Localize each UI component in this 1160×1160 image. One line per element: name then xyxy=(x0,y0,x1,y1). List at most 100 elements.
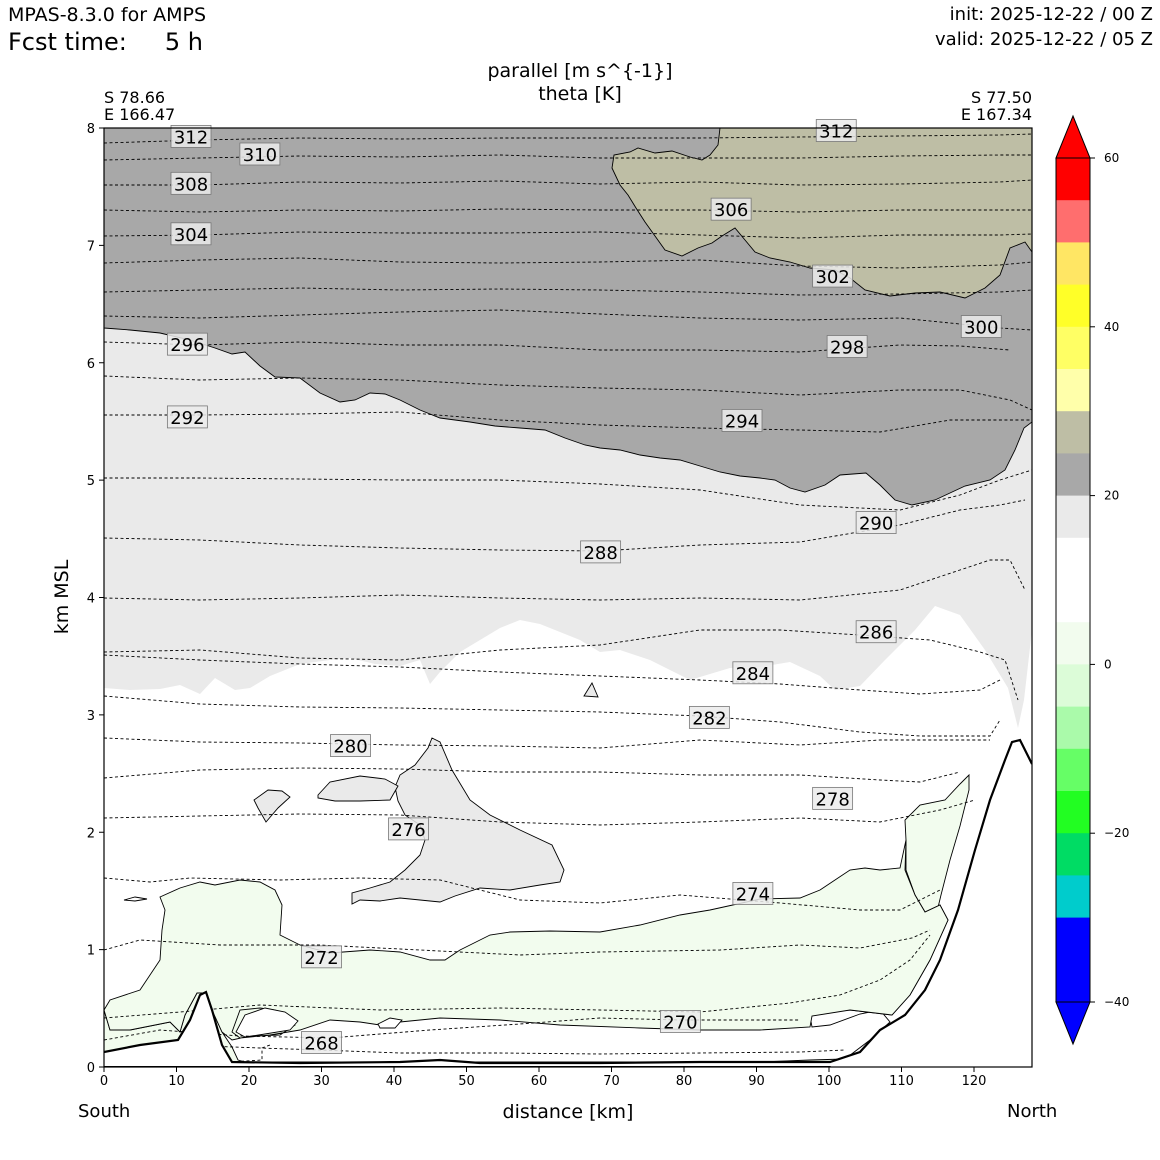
colorbar-tick-label: −40 xyxy=(1104,995,1129,1009)
colorbar-swatch xyxy=(1056,875,1090,919)
theta-label-text: 312 xyxy=(819,122,853,143)
theta-label: 272 xyxy=(301,945,342,969)
init-time: init: 2025-12-22 / 00 Z xyxy=(949,4,1153,25)
shaded-fields xyxy=(104,128,1032,1067)
chart-title-line-2: theta [K] xyxy=(538,83,622,105)
theta-label-box xyxy=(166,332,208,356)
forecast-time: Fcst time: 5 h xyxy=(8,28,203,56)
theta-label-box xyxy=(826,335,868,358)
colorbar-swatch xyxy=(1056,706,1090,750)
x-tick-label: 120 xyxy=(962,1074,987,1089)
y-tick-label: 3 xyxy=(87,709,95,724)
colorbar-swatch xyxy=(1056,664,1090,708)
y-tick-label: 5 xyxy=(87,474,95,489)
theta-label-text: 308 xyxy=(174,174,208,195)
field-grey-blob-center xyxy=(351,737,565,905)
theta-label-box xyxy=(659,1009,701,1033)
theta-label-text: 306 xyxy=(714,200,748,221)
colorbar-swatch xyxy=(1056,411,1090,454)
theta-label-text: 298 xyxy=(830,337,864,358)
theta-label: 280 xyxy=(330,734,371,758)
theta-label: 310 xyxy=(239,142,281,166)
theta-label-text: 296 xyxy=(170,335,204,356)
theta-label-text: 304 xyxy=(174,225,208,246)
start-lat: S 78.66 xyxy=(104,88,166,107)
theta-label-text: 286 xyxy=(859,623,893,644)
colorbar-swatch xyxy=(1056,580,1090,623)
colorbar-swatch xyxy=(1056,748,1090,792)
x-tick-label: 30 xyxy=(313,1074,330,1089)
theta-label: 290 xyxy=(855,511,897,535)
theta-label-text: 276 xyxy=(391,820,425,841)
field-grey-spike xyxy=(583,682,599,698)
theta-label: 312 xyxy=(815,119,857,143)
theta-label-box xyxy=(710,197,752,221)
y-tick-label: 1 xyxy=(87,944,95,959)
y-tick-label: 7 xyxy=(87,239,95,254)
y-axis: 0 1 2 3 4 5 6 7 8 xyxy=(87,122,104,1076)
model-name: MPAS-8.3.0 for AMPS xyxy=(8,4,207,26)
theta-label: 308 xyxy=(170,171,212,195)
x-axis-title: distance [km] xyxy=(503,1101,634,1123)
theta-label-text: 288 xyxy=(583,543,617,564)
theta-label-text: 292 xyxy=(170,408,204,429)
direction-south: South xyxy=(78,1101,131,1122)
theta-label-box xyxy=(812,264,854,288)
theta-label-text: 278 xyxy=(815,789,849,810)
theta-label: 286 xyxy=(855,620,897,644)
theta-label-text: 290 xyxy=(859,514,893,535)
chart-title-line-1: parallel [m s^{-1}] xyxy=(487,60,673,82)
theta-label-box xyxy=(301,1031,342,1054)
theta-label: 284 xyxy=(732,661,774,685)
colorbar-tick-label: 20 xyxy=(1104,489,1119,503)
colorbar-tick-label: 60 xyxy=(1104,151,1119,165)
end-lat: S 77.50 xyxy=(970,88,1032,107)
colorbar-swatch xyxy=(1056,242,1090,286)
y-axis-title: km MSL xyxy=(51,559,73,634)
x-tick-label: 110 xyxy=(889,1074,914,1089)
theta-label-box xyxy=(170,124,212,148)
theta-label: 288 xyxy=(580,540,622,564)
theta-label-box xyxy=(301,945,342,969)
x-tick-label: 60 xyxy=(531,1074,548,1089)
colorbar-extend-bottom xyxy=(1055,1001,1091,1046)
colorbar-swatch xyxy=(1056,326,1090,370)
colorbar-extend-top xyxy=(1055,114,1091,159)
x-tick-label: 70 xyxy=(603,1074,620,1089)
y-tick-label: 6 xyxy=(87,357,95,372)
theta-label: 302 xyxy=(812,264,854,288)
colorbar-swatch xyxy=(1056,200,1090,243)
theta-label: 270 xyxy=(659,1009,701,1033)
x-tick-label: 80 xyxy=(676,1074,693,1089)
forecast-time-value: 5 h xyxy=(164,28,203,56)
y-tick-label: 4 xyxy=(87,592,95,607)
direction-north: North xyxy=(1007,1101,1058,1122)
valid-time: valid: 2025-12-22 / 05 Z xyxy=(935,29,1153,50)
terrain-line xyxy=(104,738,1032,1065)
theta-label-text: 300 xyxy=(964,318,998,339)
theta-label: 276 xyxy=(388,817,429,841)
field-white-oval xyxy=(123,896,148,902)
theta-label-box xyxy=(855,511,897,534)
theta-label-box xyxy=(239,142,281,166)
theta-label-box xyxy=(812,786,854,810)
terrain-fill xyxy=(104,740,1032,1066)
x-tick-label: 10 xyxy=(168,1074,185,1089)
colorbar: 60 40 20 0 −20 −40 xyxy=(1055,114,1129,1046)
x-tick-label: 50 xyxy=(458,1074,475,1089)
theta-label-text: 302 xyxy=(815,267,849,288)
end-lon: E 167.34 xyxy=(960,105,1032,124)
colorbar-frame xyxy=(1055,157,1091,1003)
theta-label-text: 280 xyxy=(333,737,367,758)
theta-label-text: 284 xyxy=(736,664,770,685)
theta-label: 292 xyxy=(166,405,208,429)
y-tick-label: 2 xyxy=(87,826,95,841)
theta-label: 268 xyxy=(301,1031,342,1055)
theta-label: 294 xyxy=(721,409,763,432)
colorbar-tick-label: 0 xyxy=(1104,657,1112,671)
theta-label-box xyxy=(166,405,208,429)
theta-label-box xyxy=(388,817,429,841)
start-point: S 78.66 E 166.47 xyxy=(104,89,175,123)
theta-label-text: 294 xyxy=(725,411,759,432)
